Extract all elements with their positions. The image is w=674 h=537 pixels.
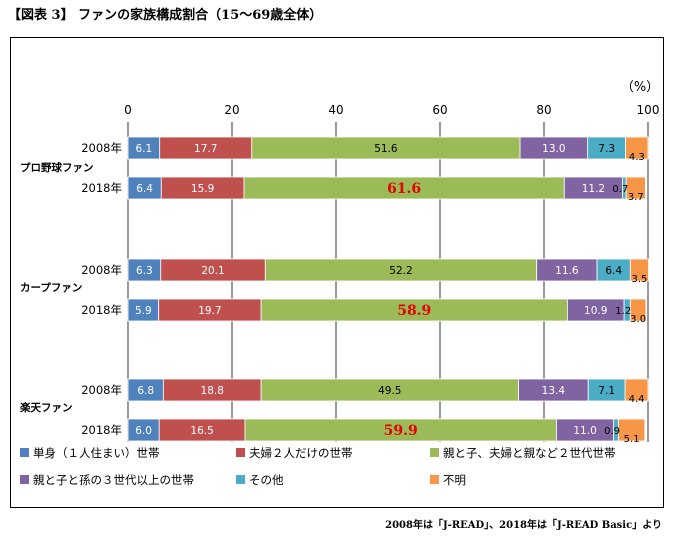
data-label: 15.9: [191, 183, 214, 195]
data-label: 11.0: [573, 425, 596, 437]
legend-swatch: [20, 448, 29, 457]
legend-label: 親と子と孫の３世代以上の世帯: [33, 473, 194, 487]
data-label: 17.7: [194, 143, 217, 155]
legend-swatch: [430, 448, 439, 457]
data-label: 5.1: [624, 434, 640, 445]
group-label: 楽天ファン: [19, 401, 73, 414]
bar-segment: [624, 378, 649, 402]
group-label: プロ野球ファン: [20, 161, 94, 174]
data-label: 11.2: [582, 183, 605, 195]
bar-segment: [629, 258, 649, 282]
x-tick-label: 40: [328, 103, 343, 117]
data-label: 3.7: [628, 192, 644, 203]
data-label: 6.0: [135, 425, 152, 437]
legend-swatch: [430, 475, 439, 484]
legend-label: その他: [249, 473, 284, 487]
category-label: 2008年: [81, 263, 122, 277]
data-label: 6.8: [137, 385, 154, 397]
legend-swatch: [236, 448, 245, 457]
data-label: 3.5: [631, 274, 647, 285]
data-label: 13.0: [542, 143, 565, 155]
category-label: 2018年: [81, 181, 122, 195]
data-label-highlight: 58.9: [397, 303, 431, 319]
bar-segment: [625, 136, 649, 160]
group-label: カープファン: [20, 281, 82, 294]
category-label: 2018年: [81, 303, 122, 317]
legend-swatch: [236, 475, 245, 484]
x-tick-label: 60: [432, 103, 447, 117]
data-label: 19.7: [198, 305, 221, 317]
legend-label: 夫婦２人だけの世帯: [249, 446, 353, 460]
data-label: 4.4: [629, 394, 645, 405]
data-label: 49.5: [378, 385, 401, 397]
category-label: 2008年: [81, 383, 122, 397]
data-label: 16.5: [190, 425, 213, 437]
bar-segment: [617, 418, 646, 442]
data-label: 6.4: [136, 183, 153, 195]
data-label: 51.6: [374, 143, 398, 155]
bar-segment: [625, 176, 646, 200]
chart-title: 【図表 3】 ファンの家族構成割合（15～69歳全体）: [8, 8, 323, 23]
data-label: 5.9: [135, 305, 152, 317]
x-tick-label: 80: [536, 103, 551, 117]
data-label: 0.7: [612, 184, 628, 195]
data-label-highlight: 61.6: [387, 181, 421, 197]
data-label: 20.1: [201, 265, 224, 277]
legend-label: 単身（１人住まい）世帯: [33, 446, 160, 460]
footnote: 2008年は「J-READ」、2018年は「J-READ Basic」より: [385, 520, 662, 531]
data-label: 6.1: [136, 143, 153, 155]
category-label: 2008年: [81, 141, 122, 155]
data-label: 13.4: [542, 385, 566, 397]
data-label: 4.3: [629, 152, 645, 163]
category-label: 2018年: [81, 423, 122, 437]
data-label: 3.0: [630, 314, 646, 325]
legend-label: 不明: [443, 473, 466, 487]
x-tick-label: 20: [224, 103, 239, 117]
data-label: 6.3: [136, 265, 153, 277]
data-label: 7.1: [598, 385, 615, 397]
x-tick-label: 0: [124, 103, 132, 117]
chart-frame: [10, 37, 664, 508]
data-label-highlight: 59.9: [384, 423, 418, 439]
data-label: 10.9: [584, 305, 607, 317]
data-label: 1.2: [615, 306, 631, 317]
bar-segment: [629, 298, 647, 322]
data-label: 18.8: [201, 385, 224, 397]
legend-label: 親と子、夫婦と親など２世代世帯: [443, 446, 616, 460]
data-label: 6.4: [605, 265, 622, 277]
legend-swatch: [20, 475, 29, 484]
x-tick-label: 100: [637, 103, 660, 117]
data-label: 52.2: [389, 265, 412, 277]
unit-label: （%）: [621, 80, 659, 95]
data-label: 0.9: [604, 426, 620, 437]
data-label: 7.3: [598, 143, 615, 155]
data-label: 11.6: [555, 265, 579, 277]
